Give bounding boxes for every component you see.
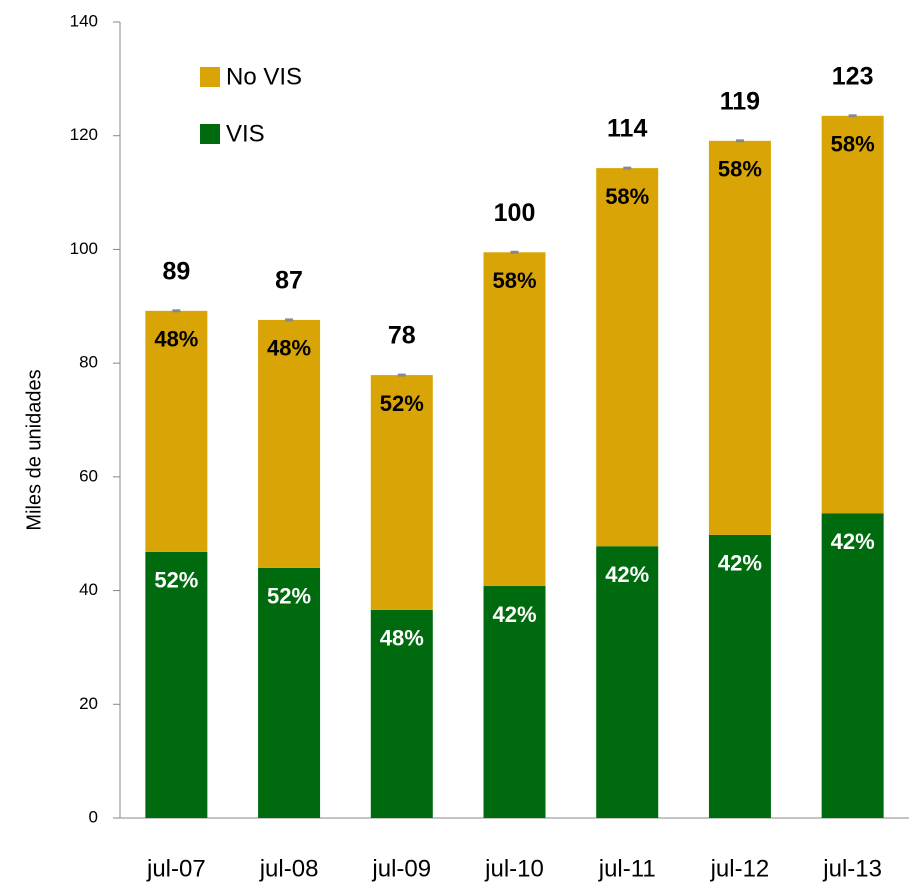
bar-segment: [596, 168, 659, 547]
bar-segment: [145, 551, 208, 818]
x-tick-label: jul-13: [822, 855, 882, 882]
total-label: 78: [388, 322, 416, 350]
percent-label: 48%: [154, 327, 198, 352]
bar-segment: [708, 534, 771, 818]
x-tick-label: jul-08: [259, 855, 319, 882]
y-tick-label: 100: [70, 239, 98, 258]
bar-segment: [370, 609, 433, 818]
total-label: 87: [275, 267, 303, 295]
percent-label: 58%: [605, 184, 649, 209]
percent-label: 42%: [492, 602, 536, 627]
total-label: 89: [162, 257, 190, 285]
percent-label: 58%: [718, 157, 762, 182]
total-label: 100: [494, 199, 536, 227]
y-tick-label: 40: [79, 580, 98, 599]
legend-label: No VIS: [226, 63, 302, 90]
percent-label: 52%: [380, 391, 424, 416]
bar-segment: [258, 319, 321, 568]
bar-segment: [145, 310, 208, 552]
y-tick-label: 60: [79, 466, 98, 485]
total-label: 123: [832, 62, 874, 90]
percent-label: 52%: [154, 568, 198, 593]
total-label: 119: [720, 87, 760, 115]
x-tick-label: jul-07: [146, 855, 206, 882]
percent-label: 42%: [718, 551, 762, 576]
y-axis-label: Miles de unidades: [23, 369, 45, 530]
y-tick-label: 20: [79, 694, 98, 713]
bar-segment: [258, 567, 321, 818]
bar-segment: [483, 586, 546, 818]
bar-segment: [370, 375, 433, 610]
percent-label: 48%: [267, 336, 311, 361]
percent-label: 58%: [492, 268, 536, 293]
percent-label: 42%: [831, 529, 875, 554]
total-label: 114: [607, 115, 647, 143]
percent-label: 58%: [831, 132, 875, 157]
bar-segment: [708, 140, 771, 535]
y-tick-label: 80: [79, 353, 98, 372]
x-tick-label: jul-12: [710, 855, 770, 882]
y-tick-label: 0: [89, 807, 98, 826]
percent-label: 48%: [380, 626, 424, 651]
x-tick-label: jul-09: [371, 855, 431, 882]
x-tick-label: jul-11: [598, 855, 656, 882]
percent-label: 42%: [605, 562, 649, 587]
legend-swatch: [200, 67, 220, 87]
y-tick-label: 140: [70, 11, 98, 30]
legend-label: VIS: [226, 120, 265, 147]
y-tick-label: 120: [70, 125, 98, 144]
bar-segment: [596, 546, 659, 818]
x-tick-label: jul-10: [484, 855, 544, 882]
percent-label: 52%: [267, 584, 311, 609]
bar-segment: [821, 513, 884, 818]
bar-segment: [821, 115, 884, 514]
legend-swatch: [200, 124, 220, 144]
bar-segment: [483, 252, 546, 587]
